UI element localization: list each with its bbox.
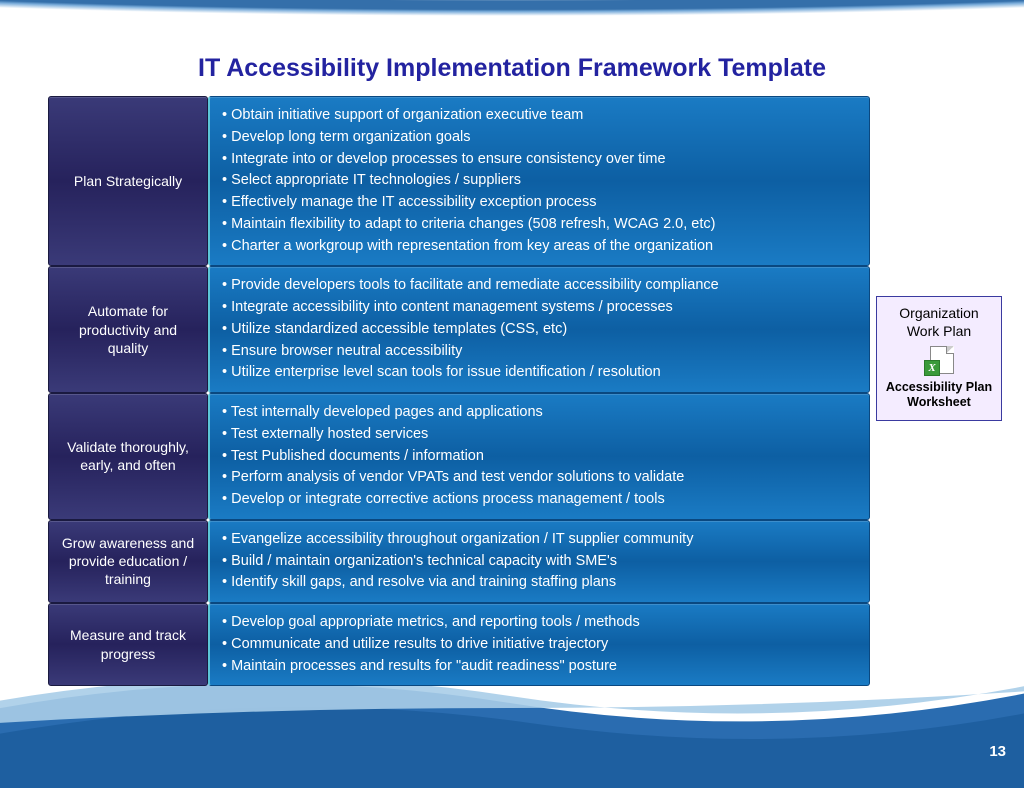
items-cell: • Evangelize accessibility throughout or… xyxy=(208,520,870,603)
bullet-item: • Develop goal appropriate metrics, and … xyxy=(222,612,857,634)
bullet-item: • Integrate into or develop processes to… xyxy=(222,149,857,171)
page-number: 13 xyxy=(989,743,1006,760)
category-cell: Grow awareness and provide education / t… xyxy=(48,520,208,603)
bullet-item: • Perform analysis of vendor VPATs and t… xyxy=(222,467,857,489)
bullet-item: • Test internally developed pages and ap… xyxy=(222,402,857,424)
bullet-item: • Build / maintain organization's techni… xyxy=(222,551,857,573)
callout-subtitle: Accessibility Plan Worksheet xyxy=(883,380,995,410)
bullet-item: • Develop long term organization goals xyxy=(222,127,857,149)
items-cell: • Develop goal appropriate metrics, and … xyxy=(208,603,870,686)
work-plan-callout: Organization Work Plan X Accessibility P… xyxy=(876,296,1002,421)
bullet-item: • Identify skill gaps, and resolve via a… xyxy=(222,572,857,594)
callout-title: Organization Work Plan xyxy=(883,305,995,340)
framework-row: Validate thoroughly, early, and often • T… xyxy=(48,393,870,520)
slide-title: IT Accessibility Implementation Framewor… xyxy=(0,54,1024,83)
bullet-item: • Maintain flexibility to adapt to crite… xyxy=(222,214,857,236)
category-cell: Measure and track progress xyxy=(48,603,208,686)
bullet-item: • Integrate accessibility into content m… xyxy=(222,297,857,319)
category-cell: Plan Strategically xyxy=(48,96,208,266)
items-cell: • Provide developers tools to facilitate… xyxy=(208,266,870,393)
excel-document-icon: X xyxy=(924,346,954,376)
bullet-item: • Provide developers tools to facilitate… xyxy=(222,275,857,297)
bullet-item: • Effectively manage the IT accessibilit… xyxy=(222,192,857,214)
bullet-item: • Communicate and utilize results to dri… xyxy=(222,634,857,656)
bullet-item: • Develop or integrate corrective action… xyxy=(222,489,857,511)
bullet-item: • Select appropriate IT technologies / s… xyxy=(222,170,857,192)
bullet-item: • Utilize enterprise level scan tools fo… xyxy=(222,362,857,384)
framework-row: Automate for productivity and quality • P… xyxy=(48,266,870,393)
items-cell: • Obtain initiative support of organizat… xyxy=(208,96,870,266)
bullet-item: • Test externally hosted services xyxy=(222,424,857,446)
framework-row: Plan Strategically • Obtain initiative su… xyxy=(48,96,870,266)
items-cell: • Test internally developed pages and ap… xyxy=(208,393,870,520)
bullet-item: • Evangelize accessibility throughout or… xyxy=(222,529,857,551)
category-cell: Validate thoroughly, early, and often xyxy=(48,393,208,520)
category-cell: Automate for productivity and quality xyxy=(48,266,208,393)
framework-row: Measure and track progress • Develop goal… xyxy=(48,603,870,686)
bullet-item: • Charter a workgroup with representatio… xyxy=(222,236,857,258)
bullet-item: • Ensure browser neutral accessibility xyxy=(222,341,857,363)
bullet-item: • Test Published documents / information xyxy=(222,446,857,468)
bullet-item: • Utilize standardized accessible templa… xyxy=(222,319,857,341)
bullet-item: • Obtain initiative support of organizat… xyxy=(222,105,857,127)
framework-table: Plan Strategically • Obtain initiative su… xyxy=(48,96,870,686)
bullet-item: • Maintain processes and results for "au… xyxy=(222,656,857,678)
framework-row: Grow awareness and provide education / t… xyxy=(48,520,870,603)
